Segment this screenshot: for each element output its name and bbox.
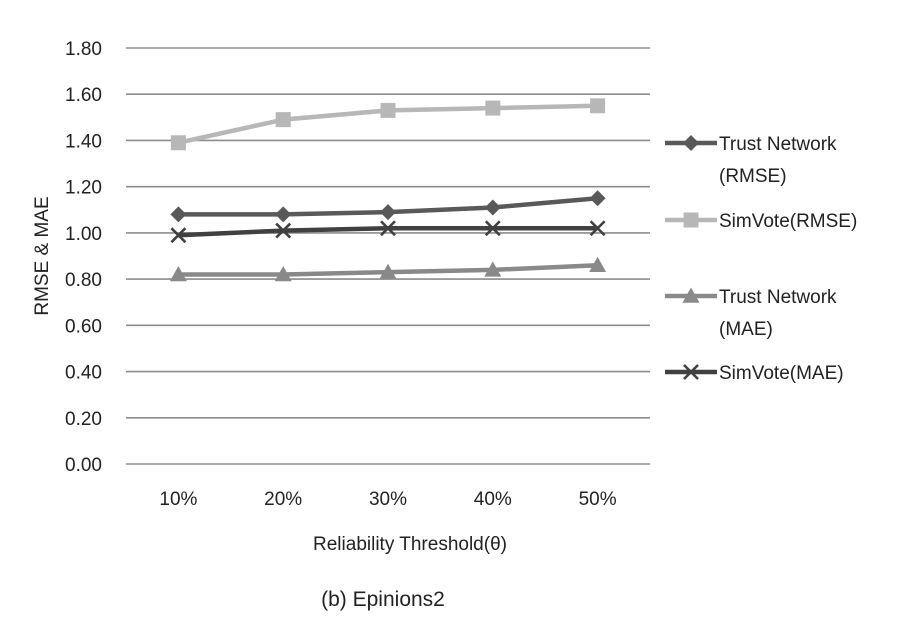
data-point — [380, 102, 396, 118]
legend-label: SimVote(RMSE) — [719, 211, 857, 232]
figure-caption: (b) Epinions2 — [321, 588, 445, 611]
x-stroke — [683, 364, 699, 380]
y-tick-label: 1.60 — [65, 85, 102, 106]
y-axis-label: RMSE & MAE — [32, 196, 53, 315]
x-stroke — [275, 222, 292, 239]
legend-label: (RMSE) — [719, 166, 787, 187]
x-stroke — [380, 220, 396, 237]
y-tick-label: 0.20 — [65, 409, 102, 430]
legend-label: Trust Network — [719, 287, 837, 308]
data-point — [275, 222, 292, 239]
data-point — [380, 204, 396, 221]
data-point — [275, 206, 292, 223]
y-tick-label: 1.40 — [65, 131, 102, 152]
x-tick-label: 50% — [579, 489, 617, 510]
legend-marker — [682, 287, 700, 303]
data-point — [484, 220, 501, 237]
data-point — [484, 199, 501, 216]
y-tick-label: 0.40 — [65, 363, 102, 384]
y-tick-label: 0.60 — [65, 316, 102, 337]
data-point — [589, 190, 606, 207]
legend-label: SimVote(MAE) — [719, 363, 844, 384]
data-point — [484, 261, 502, 277]
y-tick-label: 0.00 — [65, 455, 102, 476]
x-tick-labels: 10% 20% 30% 40% 50% — [159, 489, 616, 510]
data-point — [275, 112, 291, 128]
y-tick-label: 1.80 — [65, 39, 102, 60]
x-tick-label: 30% — [369, 489, 407, 510]
legend-entry: SimVote(MAE) — [665, 363, 844, 384]
series-4 — [170, 220, 606, 244]
data-point — [590, 98, 606, 114]
legend-marker — [683, 364, 699, 380]
y-tick-labels: 0.00 0.20 0.40 0.60 0.80 1.00 1.20 1.40 1.60 1.80 — [65, 39, 102, 476]
legend-entry: Trust Network (MAE) — [665, 287, 837, 340]
data-point — [170, 135, 186, 151]
series-3 — [169, 256, 607, 282]
x-stroke — [589, 220, 606, 237]
x-stroke — [484, 220, 501, 237]
x-tick-label: 20% — [264, 489, 302, 510]
x-axis-label: Reliability Threshold(θ) — [313, 534, 507, 555]
series-2 — [170, 98, 606, 151]
legend-label: (MAE) — [719, 319, 773, 340]
x-stroke — [170, 227, 187, 244]
data-point — [485, 100, 501, 116]
data-point — [380, 220, 396, 237]
data-point — [170, 227, 187, 244]
y-tick-label: 1.20 — [65, 178, 102, 199]
legend: Trust Network (RMSE) SimVote(RMSE) Trust Ne… — [665, 134, 857, 384]
y-tick-label: 1.00 — [65, 224, 102, 245]
series-group — [169, 98, 607, 282]
data-point — [169, 265, 187, 282]
data-point — [379, 263, 397, 279]
data-point — [170, 206, 187, 223]
data-point — [589, 220, 606, 237]
x-tick-label: 10% — [159, 489, 197, 510]
series-1 — [170, 190, 606, 223]
legend-label: Trust Network — [719, 134, 837, 155]
data-point — [274, 265, 292, 282]
legend-marker — [683, 212, 699, 228]
data-point — [589, 256, 607, 273]
y-tick-label: 0.80 — [65, 270, 102, 291]
legend-entry: SimVote(RMSE) — [665, 211, 857, 232]
legend-entry: Trust Network (RMSE) — [665, 134, 837, 187]
legend-marker — [683, 135, 699, 151]
x-tick-label: 40% — [474, 489, 512, 510]
